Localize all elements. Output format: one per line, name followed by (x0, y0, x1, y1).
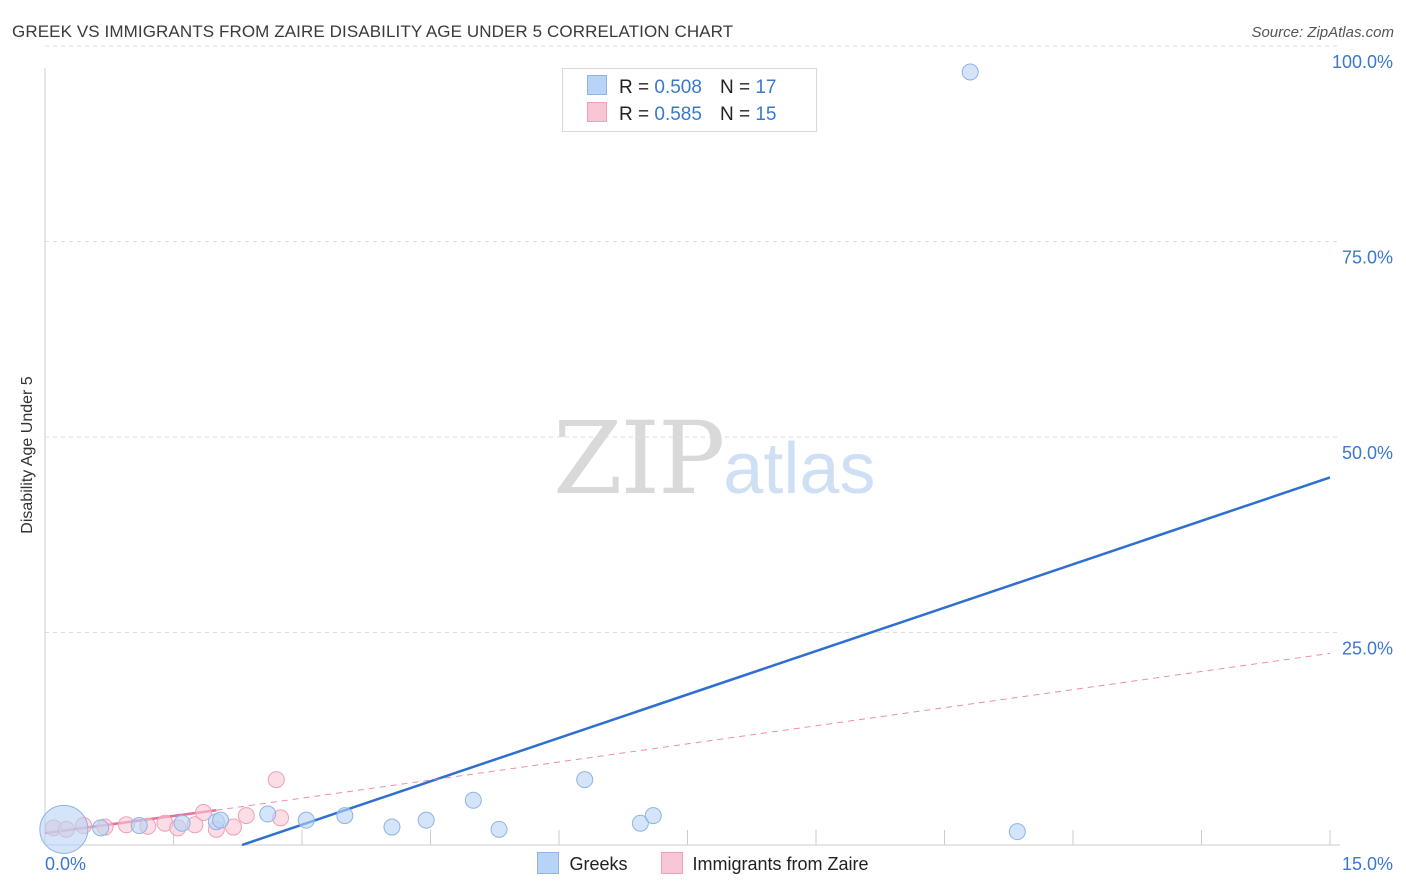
correlation-legend: R = 0.508 N = 17 R = 0.585 N = 15 (562, 68, 817, 132)
y-tick-label: 25.0% (1342, 639, 1393, 659)
trendline-zaire-extended (216, 652, 1331, 811)
point-greeks (212, 811, 230, 829)
point-greeks (336, 807, 354, 825)
point-zaire (267, 771, 285, 789)
point-greeks (644, 807, 662, 825)
legend-r-value-zaire: 0.585 (654, 104, 702, 125)
point-greeks (39, 804, 89, 854)
legend-swatch-zaire (587, 102, 607, 122)
point-greeks (490, 820, 508, 838)
point-greeks (464, 791, 482, 809)
point-greeks (631, 814, 649, 832)
point-greeks (417, 811, 435, 829)
legend-label-zaire: Immigrants from Zaire (692, 854, 869, 874)
point-greeks (383, 818, 401, 836)
legend-n-label: N = (719, 77, 751, 98)
point-greeks (130, 817, 148, 835)
watermark: ZIPatlas (553, 400, 875, 517)
y-tick-label: 100.0% (1332, 52, 1393, 72)
watermark-zip: ZIP (553, 400, 725, 517)
point-greeks (297, 811, 315, 829)
y-tick-label: 50.0% (1342, 443, 1393, 463)
point-greeks (92, 819, 110, 837)
legend-swatch-greeks (537, 852, 560, 874)
x-tick-label: 0.0% (45, 854, 86, 874)
legend-swatch-greeks (587, 75, 607, 95)
legend-row-greeks: R = 0.508 N = 17 (587, 75, 776, 99)
point-greeks (576, 771, 594, 789)
point-zaire (194, 804, 212, 822)
point-greeks (173, 814, 191, 832)
point-greeks (1008, 823, 1026, 841)
legend-row-zaire: R = 0.585 N = 15 (587, 102, 776, 126)
y-tick-label: 75.0% (1342, 248, 1393, 268)
legend-r-label: R = (619, 104, 650, 125)
legend-r-value-greeks: 0.508 (654, 77, 702, 98)
trendline-greeks (241, 476, 1331, 847)
x-tick-label: 15.0% (1342, 854, 1393, 874)
legend-swatch-zaire (660, 852, 683, 874)
legend-r-label: R = (619, 77, 650, 98)
legend-n-label: N = (719, 104, 751, 125)
chart-source: Source: ZipAtlas.com (1251, 24, 1394, 41)
legend-label-greeks: Greeks (569, 854, 628, 874)
legend-n-value-zaire: 15 (755, 104, 777, 125)
point-greeks (961, 63, 979, 81)
series-legend: Greeks Immigrants from Zaire (0, 852, 1406, 875)
point-greeks (259, 805, 277, 823)
chart-title: GREEK VS IMMIGRANTS FROM ZAIRE DISABILIT… (12, 22, 734, 41)
point-zaire (237, 807, 255, 825)
watermark-atlas: atlas (723, 429, 876, 509)
legend-n-value-greeks: 17 (755, 77, 777, 98)
legend-item-zaire[interactable]: Immigrants from Zaire (660, 852, 869, 875)
legend-item-greeks[interactable]: Greeks (537, 852, 627, 875)
